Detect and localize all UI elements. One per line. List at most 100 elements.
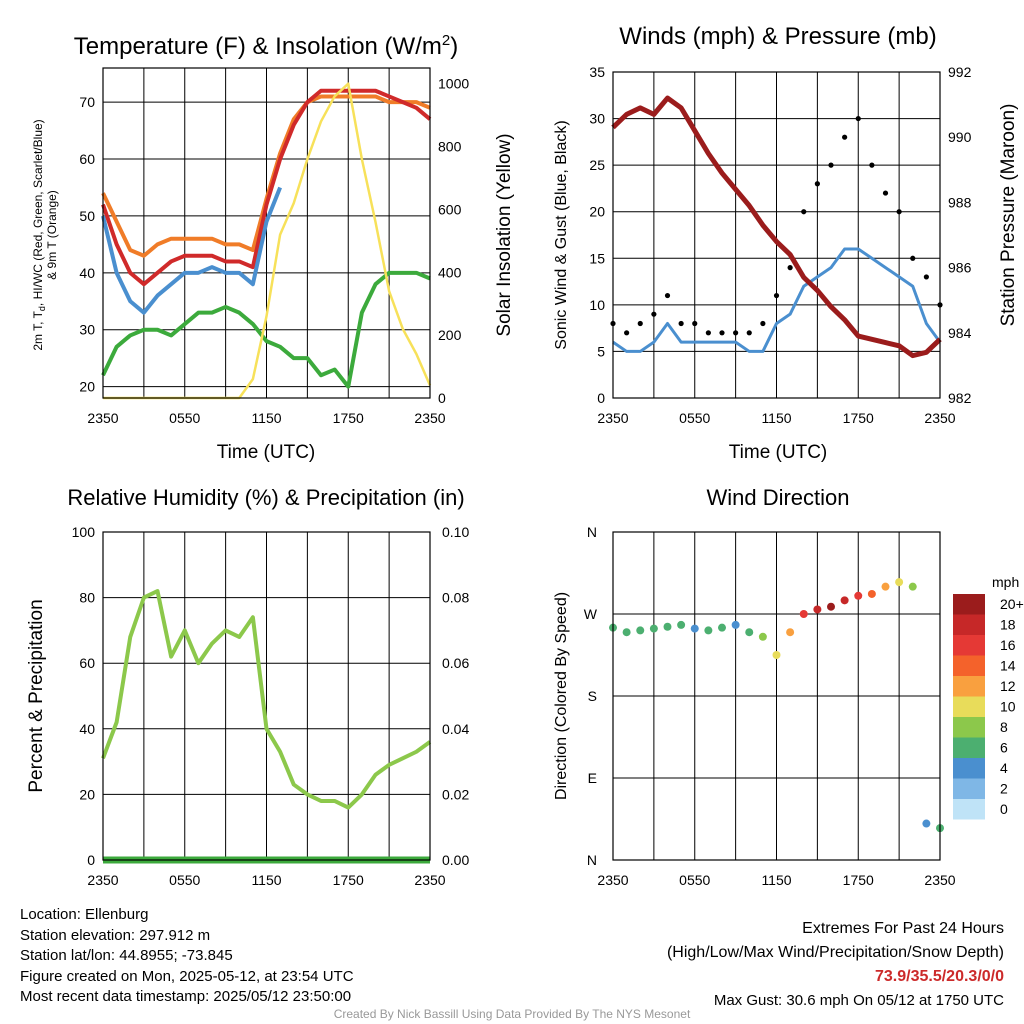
y-tick-label-right: 0	[438, 390, 446, 406]
gust-point	[869, 162, 875, 168]
colorbar-label: 14	[1000, 658, 1016, 674]
station-info: Location: Ellenburg Station elevation: 2…	[20, 905, 354, 1008]
gust-point	[746, 330, 752, 336]
x-tick-label: 2350	[924, 872, 955, 888]
x-tick-label: 0550	[169, 872, 200, 888]
y-tick-label-left: 5	[597, 343, 605, 359]
y-tick-label-left: 30	[589, 111, 605, 127]
y-tick-label-left: 50	[79, 208, 95, 224]
wind-xlabel: Time (UTC)	[729, 442, 828, 463]
direction-point	[663, 622, 672, 631]
colorbar-label: 16	[1000, 637, 1016, 653]
y-tick-label-left: 60	[79, 151, 95, 167]
rh-title: Relative Humidity (%) & Precipitation (i…	[67, 485, 464, 510]
colorbar-label: 18	[1000, 617, 1016, 633]
panel-1: 2350 0550 1150 1750 2350	[597, 72, 956, 426]
colorbar-swatch	[953, 635, 985, 656]
wind-ylabel-right: Station Pressure (Maroon)	[998, 104, 1019, 327]
series-line-wc	[101, 186, 282, 315]
temp-ylabel-left-2: & 9m T (Orange)	[45, 190, 59, 280]
gust-point	[624, 330, 630, 336]
y-tick-label-left: 20	[79, 786, 95, 802]
y-tick-label-left: 30	[79, 322, 95, 338]
direction-point	[745, 628, 754, 637]
colorbar-swatch	[953, 737, 985, 758]
x-tick-label: 2350	[597, 872, 628, 888]
y-tick-label-right: 982	[948, 390, 972, 406]
temp-ylabel-left: 2m T, Td, HI/WC (Red, Green, Scarlet/Blu…	[31, 119, 47, 350]
y-tick-label-left: S	[588, 688, 597, 704]
colorbar-label: 10	[1000, 699, 1016, 715]
direction-point	[799, 610, 808, 618]
direction-point	[704, 626, 713, 635]
direction-point	[677, 620, 686, 629]
gust-point	[801, 209, 807, 215]
y-tick-label-right: 1000	[438, 76, 469, 92]
direction-point	[731, 620, 740, 629]
x-tick-label: 2350	[87, 410, 118, 426]
y-tick-label-right: 400	[438, 264, 462, 280]
gust-point	[678, 320, 684, 327]
direction-point	[649, 624, 658, 633]
x-tick-label: 2350	[87, 872, 118, 888]
y-tick-label-left: W	[584, 606, 598, 622]
series-line-relative-humidity	[101, 589, 432, 810]
colorbar-label: 12	[1000, 678, 1016, 694]
direction-point	[786, 628, 795, 637]
direction-point	[718, 623, 726, 632]
extremes-values: 73.9/35.5/20.3/0/0	[875, 968, 1004, 985]
gust-point	[842, 134, 848, 140]
y-tick-label-left: 15	[589, 250, 605, 266]
gust-point	[692, 320, 698, 327]
dir-ylabel-left: Direction (Colored By Speed)	[553, 592, 570, 800]
y-tick-label-left: N	[587, 852, 597, 868]
info-created: Figure created on Mon, 2025-05-12, at 23…	[20, 967, 354, 985]
gust-point	[828, 162, 834, 168]
gust-point	[760, 320, 766, 327]
y-tick-label-right: 0.04	[442, 721, 469, 737]
y-tick-label-left: 40	[79, 265, 95, 281]
extremes-title: Extremes For Past 24 Hours	[802, 920, 1004, 937]
direction-point	[922, 819, 931, 828]
colorbar-label: 8	[1000, 719, 1008, 735]
y-tick-label-right: 0.06	[442, 655, 469, 671]
x-tick-label: 0550	[679, 872, 710, 888]
y-tick-label-left: 10	[589, 297, 605, 313]
panel-3: 2350 0550 1150 1750 2350	[597, 532, 956, 888]
y-tick-label-left: 0	[87, 852, 95, 868]
x-tick-label: 0550	[169, 410, 200, 426]
x-tick-label: 2350	[924, 410, 955, 426]
gust-point	[651, 311, 657, 317]
x-tick-label: 0550	[679, 410, 710, 426]
direction-point	[908, 582, 917, 591]
colorbar-swatch	[953, 799, 985, 820]
colorbar-swatch	[953, 696, 985, 717]
direction-point	[854, 591, 863, 600]
y-tick-label-left: 60	[79, 655, 95, 671]
direction-point	[881, 582, 890, 591]
y-tick-label-right: 0.00	[442, 852, 469, 868]
x-tick-label: 2350	[414, 872, 445, 888]
colorbar-swatch	[953, 614, 985, 635]
y-tick-label-right: 0.08	[442, 590, 469, 606]
info-elevation: Station elevation: 297.912 m	[20, 926, 211, 944]
direction-point	[690, 624, 699, 633]
x-tick-label: 1750	[843, 872, 874, 888]
y-tick-label-left: 100	[72, 524, 96, 540]
wind-ylabel-left: Sonic Wind & Gust (Blue, Black)	[553, 120, 570, 349]
y-tick-label-right: 0.10	[442, 524, 469, 540]
colorbar-label: 0	[1000, 801, 1008, 817]
gust-point	[896, 209, 902, 215]
series-line-2m-t	[101, 88, 432, 287]
direction-point	[867, 589, 876, 598]
gust-point	[855, 115, 861, 122]
temp-ylabel-right: Solar Insolation (Yellow)	[494, 133, 515, 336]
x-tick-label: 2350	[414, 410, 445, 426]
x-tick-label: 1750	[843, 410, 874, 426]
colorbar-swatch	[953, 717, 985, 738]
colorbar-swatch	[953, 676, 985, 697]
y-tick-label-left: 25	[589, 157, 605, 173]
colorbar-swatch	[953, 758, 985, 779]
info-recent: Most recent data timestamp: 2025/05/12 2…	[20, 988, 352, 1005]
